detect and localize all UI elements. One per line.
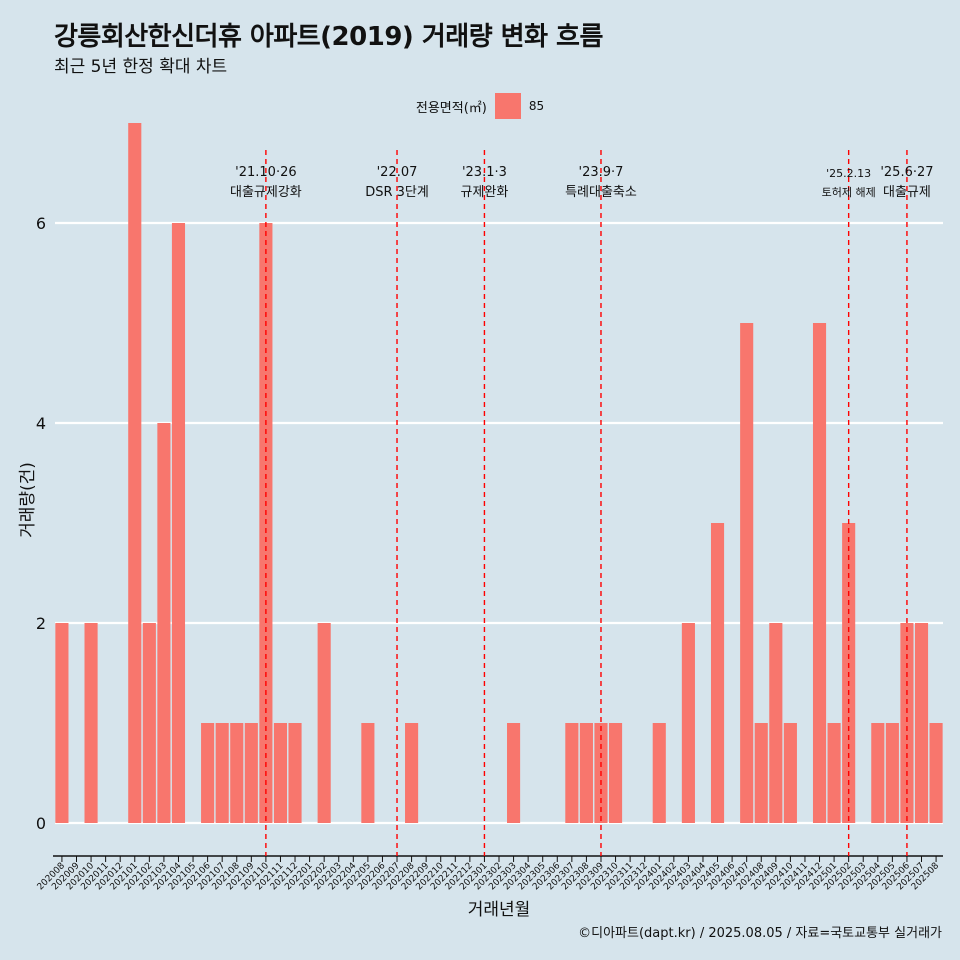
bar-202505 [885,723,899,823]
bar-202008 [55,623,69,823]
y-tick-label: 4 [36,414,46,433]
bar-202506 [900,623,914,823]
bar-202308 [579,723,593,823]
event-date-label: '25.6·27 [880,165,933,180]
event-date-label: '21.10·26 [235,165,296,180]
legend-title: 전용면적(㎡) [415,100,487,116]
x-axis-title: 거래년월 [468,900,531,920]
bar-202408 [754,723,768,823]
bar-202507 [914,623,929,823]
y-tick-label: 6 [36,214,46,233]
bar-202307 [565,723,579,823]
bar-202111 [273,723,288,823]
event-date-label: '25.2.13 [826,167,871,180]
bar-202407 [740,323,754,823]
bar-202108 [230,723,244,823]
bar-202504 [871,723,885,823]
bar-202508 [929,723,943,823]
bar-202104 [171,223,186,823]
bar-202109 [244,723,258,823]
event-label: 규제완화 [461,185,509,200]
event-date-label: '23.1·3 [462,165,507,180]
event-date-label: '22.07 [377,165,418,180]
bar-202103 [157,423,171,823]
y-axis-title: 거래량(건) [18,462,38,538]
y-tick-label: 2 [36,614,46,633]
bar-202405 [710,523,725,823]
bar-202205 [361,723,375,823]
event-label: DSR 3단계 [365,185,429,200]
bar-202412 [812,323,827,823]
bar-202409 [769,623,783,823]
source-caption: ©디아파트(dapt.kr) / 2025.08.05 / 자료=국토교통부 실… [578,926,942,941]
y-tick-label: 0 [36,814,46,833]
bar-202106 [201,723,215,823]
chart-title: 강릉회산한신더휴 아파트(2019) 거래량 변화 흐름 [54,22,603,52]
chart-subtitle: 최근 5년 한정 확대 차트 [54,57,228,77]
bar-202401 [652,723,666,823]
bar-202403 [681,623,695,823]
event-label: 대출규제강화 [230,185,302,200]
bar-202102 [142,623,156,823]
bar-202208 [405,723,419,823]
bar-202107 [215,723,229,823]
bar-202303 [507,723,521,823]
bar-202410 [783,723,797,823]
bar-202501 [827,723,841,823]
bar-202202 [317,623,331,823]
bar-202010 [84,623,98,823]
event-date-label: '23.9·7 [579,165,624,180]
legend-label-85: 85 [528,99,545,113]
bar-202112 [288,723,302,823]
legend-key-85 [494,93,521,119]
bar-202310 [608,723,623,823]
legend: 전용면적(㎡) 85 [0,93,960,119]
bar-202101 [128,123,142,823]
event-label: 특례대출축소 [565,185,637,200]
event-label: 대출규제 [883,185,931,200]
event-label: 토허제 해제 [822,185,876,199]
